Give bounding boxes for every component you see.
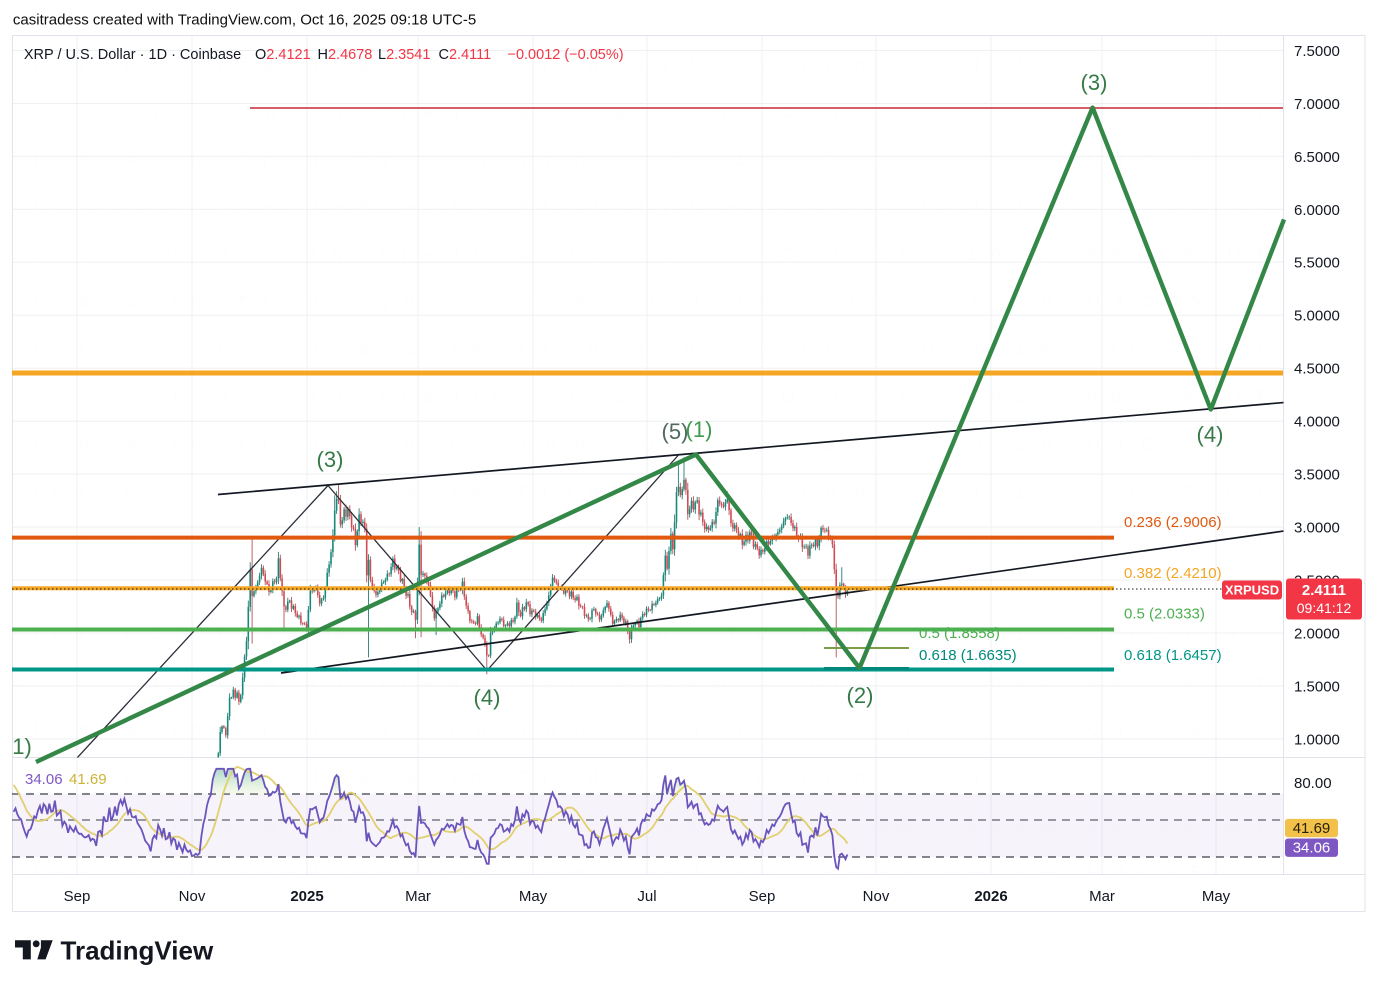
svg-text:Nov: Nov (179, 888, 206, 905)
svg-text:casitradess created with Tradi: casitradess created with TradingView.com… (13, 12, 476, 29)
svg-text:5.0000: 5.0000 (1294, 308, 1340, 325)
svg-text:2.0000: 2.0000 (1294, 625, 1340, 642)
svg-text:(5): (5) (662, 419, 689, 444)
svg-text:7.0000: 7.0000 (1294, 96, 1340, 113)
svg-text:1.0000: 1.0000 (1294, 731, 1340, 748)
svg-text:6.0000: 6.0000 (1294, 202, 1340, 219)
svg-text:0.382 (2.4210): 0.382 (2.4210) (1124, 565, 1222, 582)
svg-text:casitradess created with Tradi: casitradess created with TradingView.com… (0, 103, 1340, 122)
svg-text:4.0000: 4.0000 (1294, 414, 1340, 431)
svg-text:0.236 (2.9006): 0.236 (2.9006) (1124, 514, 1222, 531)
svg-text:3.0000: 3.0000 (1294, 520, 1340, 537)
svg-text:Mar: Mar (1089, 888, 1115, 905)
svg-text:(4): (4) (1197, 422, 1224, 447)
svg-text:(3): (3) (317, 447, 344, 472)
svg-text:TradingView: TradingView (61, 936, 214, 966)
svg-text:casitradess created with Tradi: casitradess created with TradingView.com… (0, 245, 1340, 264)
svg-text:(4): (4) (474, 685, 501, 710)
svg-text:Sep: Sep (64, 888, 91, 905)
svg-text:Mar: Mar (405, 888, 431, 905)
svg-text:Sep: Sep (749, 888, 776, 905)
svg-text:3.5000: 3.5000 (1294, 467, 1340, 484)
svg-text:5.5000: 5.5000 (1294, 255, 1340, 272)
svg-text:Jul: Jul (637, 888, 656, 905)
svg-text:2026: 2026 (974, 888, 1007, 905)
svg-text:2025: 2025 (290, 888, 323, 905)
svg-text:(2): (2) (847, 683, 874, 708)
svg-text:casitradess created with Tradi: casitradess created with TradingView.com… (0, 673, 1340, 692)
svg-text:0.5 (2.0333): 0.5 (2.0333) (1124, 606, 1205, 623)
svg-text:41.69: 41.69 (69, 771, 107, 788)
svg-text:May: May (1202, 888, 1231, 905)
svg-text:2.4111: 2.4111 (1302, 582, 1346, 599)
svg-text:1.5000: 1.5000 (1294, 678, 1340, 695)
svg-text:0.618 (1.6457): 0.618 (1.6457) (1124, 647, 1222, 664)
svg-text:0.618 (1.6635): 0.618 (1.6635) (919, 647, 1017, 664)
svg-text:Nov: Nov (863, 888, 890, 905)
svg-text:80.00: 80.00 (1294, 775, 1332, 792)
svg-text:XRP / U.S. Dollar · 1D · Coinb: XRP / U.S. Dollar · 1D · Coinbase O2.4121… (24, 47, 624, 63)
svg-text:(3): (3) (1081, 70, 1108, 95)
svg-text:(1): (1) (686, 417, 713, 442)
svg-text:41.69: 41.69 (1293, 820, 1331, 837)
svg-text:XRPUSD: XRPUSD (1225, 583, 1279, 598)
svg-text:1): 1) (12, 734, 32, 759)
svg-text:09:41:12: 09:41:12 (1297, 600, 1352, 616)
svg-text:34.06: 34.06 (25, 771, 63, 788)
svg-text:7.5000: 7.5000 (1294, 43, 1340, 60)
svg-text:6.5000: 6.5000 (1294, 149, 1340, 166)
svg-text:May: May (519, 888, 548, 905)
svg-text:34.06: 34.06 (1293, 840, 1331, 857)
svg-text:4.5000: 4.5000 (1294, 361, 1340, 378)
svg-text:casitradess created with Tradi: casitradess created with TradingView.com… (0, 388, 1340, 407)
